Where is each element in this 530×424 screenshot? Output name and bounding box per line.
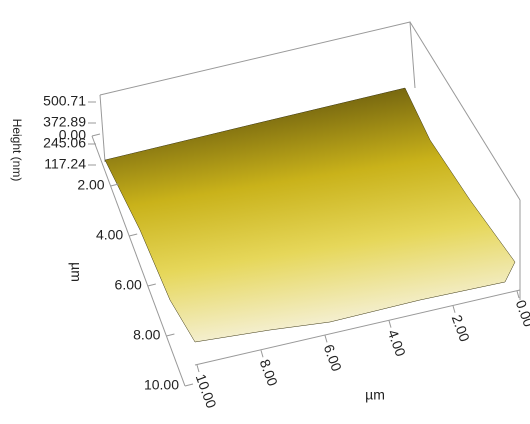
y-axis-label: µm [68,262,84,282]
y-tick [129,234,137,236]
x-tick [389,321,391,328]
x-tick-label: 8.00 [257,357,281,388]
chart: Height (nm) µm µm 117.24245.06372.89500.… [0,0,530,424]
z-tick-label: 117.24 [44,156,86,172]
x-tick [453,306,455,313]
x-tick-label: 4.00 [385,327,409,358]
height-surface [105,88,515,342]
x-tick [517,291,519,298]
y-tick-label: 6.00 [115,277,142,293]
y-tick-label: 4.00 [96,227,123,243]
x-tick-label: 10.00 [193,372,220,411]
x-tick [197,365,199,372]
y-tick-label: 0.00 [59,127,86,143]
x-tick [261,350,263,357]
y-tick [92,134,100,136]
y-tick-label: 8.00 [133,327,160,343]
x-tick-label: 6.00 [321,342,345,373]
y-tick-label: 10.00 [144,377,179,393]
x-tick-label: 2.00 [449,313,473,344]
x-axis-label: µm [365,387,385,403]
y-tick [185,384,193,386]
y-tick [148,284,156,286]
z-axis-label: Height (nm) [10,119,24,182]
z-tick-label: 500.71 [43,93,86,109]
x-tick [325,335,327,342]
x-tick-label: 0.00 [513,298,530,329]
y-tick-label: 2.00 [77,177,104,193]
y-tick [166,334,174,336]
